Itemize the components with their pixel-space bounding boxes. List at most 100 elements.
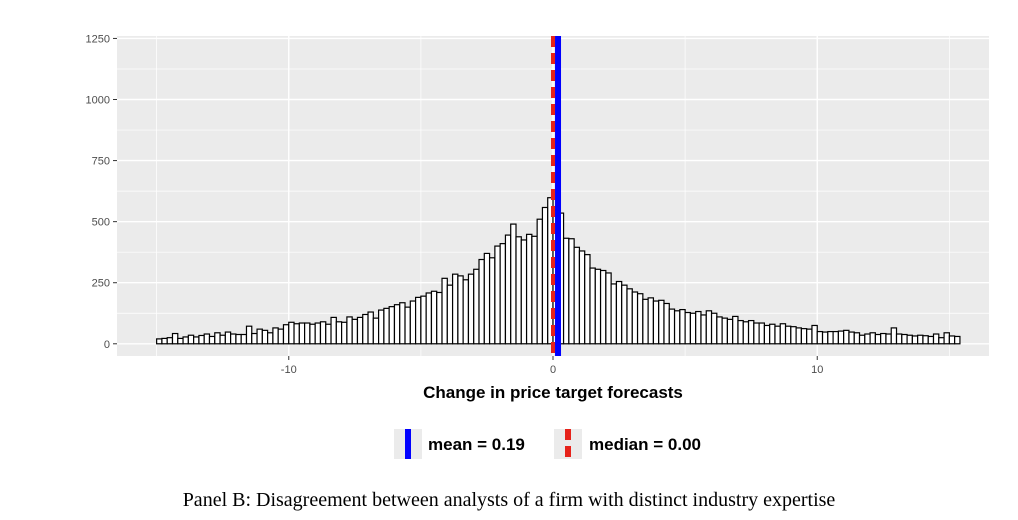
histogram-bar <box>811 324 818 345</box>
histogram-bar <box>917 334 924 345</box>
histogram-bar <box>245 325 253 345</box>
histogram-bar <box>954 335 961 345</box>
histogram-bar <box>610 283 618 345</box>
histogram-bar <box>277 328 285 345</box>
histogram-bar <box>906 334 913 345</box>
histogram-bar <box>356 316 364 345</box>
histogram-bar <box>261 329 269 345</box>
histogram-bar <box>288 321 295 345</box>
histogram-bar <box>827 330 834 345</box>
histogram-bar <box>298 322 306 345</box>
histogram-bar <box>742 321 750 345</box>
histogram-bar <box>880 332 887 345</box>
histogram-bar <box>309 323 316 345</box>
histogram-bar <box>510 223 517 345</box>
histogram-bar <box>473 268 480 345</box>
histogram-bar <box>874 333 882 345</box>
histogram-bar <box>927 335 935 345</box>
histogram-bar <box>795 327 802 345</box>
histogram-bar <box>441 277 448 345</box>
histogram-bar <box>293 323 300 345</box>
histogram-bar <box>943 332 950 345</box>
histogram-bar <box>219 334 226 345</box>
histogram-bar <box>853 332 861 345</box>
histogram-bar <box>499 243 507 345</box>
histogram-bar <box>705 310 713 345</box>
histogram-bar <box>414 296 422 345</box>
histogram-bar <box>668 308 676 345</box>
histogram-bar <box>790 326 797 345</box>
histogram-bar <box>663 302 670 345</box>
histogram-bar <box>267 332 274 345</box>
histogram-bar <box>214 332 221 345</box>
histogram-bar <box>171 332 179 345</box>
histogram-bar <box>404 306 411 345</box>
reference-lines <box>551 36 562 356</box>
histogram-bar <box>483 252 491 345</box>
histogram-bar <box>938 337 945 345</box>
histogram-bar <box>378 309 385 345</box>
histogram-bar <box>885 333 892 345</box>
histogram-bar <box>177 337 184 345</box>
histogram-bar <box>446 284 454 345</box>
y-tick-label: 750 <box>92 156 110 168</box>
histogram-bar <box>732 315 739 345</box>
histogram-bar <box>399 302 406 345</box>
histogram-bar <box>779 323 787 345</box>
histogram-bar <box>647 297 655 345</box>
histogram-bar <box>282 324 290 345</box>
histogram-bar <box>314 322 322 345</box>
histogram-bar <box>858 334 866 345</box>
histogram-bar <box>388 306 396 345</box>
histogram-bar <box>341 321 348 345</box>
histogram-bar <box>848 331 855 345</box>
histogram-bar <box>911 335 919 345</box>
histogram-bar <box>504 234 512 345</box>
histogram-bar <box>541 206 549 345</box>
histogram-bar <box>436 291 443 345</box>
histogram-bar <box>393 304 401 345</box>
histogram-bar <box>467 273 475 345</box>
y-tick-label: 1000 <box>86 95 110 107</box>
histogram-bar <box>494 245 501 345</box>
figure-caption: Panel B: Disagreement between analysts o… <box>183 489 836 511</box>
histogram-bar <box>166 337 174 345</box>
histogram-bar <box>525 233 533 345</box>
x-tick-label: 10 <box>811 364 823 376</box>
histogram-bar <box>335 321 343 345</box>
histogram-bar <box>631 291 639 345</box>
histogram-bar <box>695 310 702 345</box>
histogram-bar <box>547 197 554 345</box>
histogram-bar <box>832 330 839 345</box>
histogram-bar <box>367 311 374 345</box>
histogram-bar <box>589 267 596 345</box>
x-tick-label: 0 <box>550 364 556 376</box>
histogram-bar <box>330 316 337 345</box>
x-tick-label: -10 <box>281 364 297 376</box>
histogram-bar <box>700 314 707 345</box>
legend: mean = 0.19 median = 0.00 <box>394 429 701 459</box>
histogram-bar <box>843 329 850 345</box>
histogram-bar <box>425 292 433 345</box>
histogram-bar <box>420 295 427 345</box>
histogram-bar <box>753 322 760 345</box>
histogram-bar <box>605 272 612 345</box>
histogram-bar <box>679 308 686 345</box>
histogram-bar <box>636 293 644 345</box>
histogram-bar <box>774 325 781 345</box>
histogram-bar <box>816 330 824 345</box>
histogram-bar <box>383 307 390 345</box>
histogram-bar <box>182 336 189 345</box>
histogram-bar <box>478 258 485 345</box>
histogram-bar <box>272 327 279 345</box>
histogram-bar <box>689 312 697 345</box>
histogram-bar <box>864 333 871 345</box>
histogram-bar <box>710 312 718 345</box>
histogram-bar <box>230 333 237 345</box>
histogram-bar <box>594 268 602 345</box>
histogram-bar <box>726 318 734 345</box>
histogram-bar <box>758 322 765 345</box>
histogram-bar <box>784 325 792 345</box>
histogram-bar <box>351 318 359 345</box>
histogram-bar <box>409 300 417 345</box>
